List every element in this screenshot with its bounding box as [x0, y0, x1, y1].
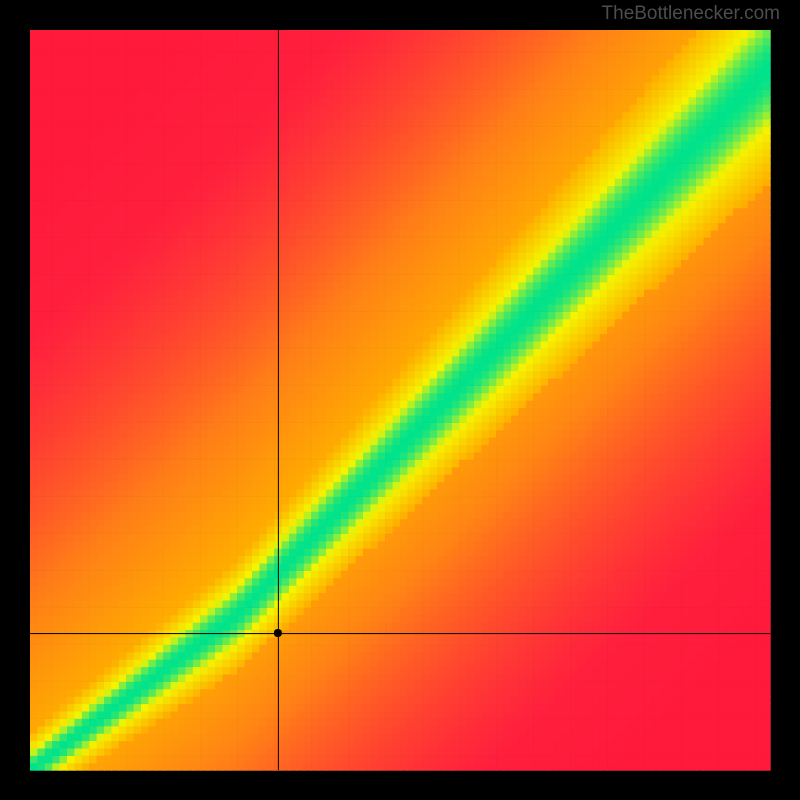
- watermark-text: TheBottlenecker.com: [602, 3, 780, 25]
- bottleneck-heatmap: [0, 0, 800, 800]
